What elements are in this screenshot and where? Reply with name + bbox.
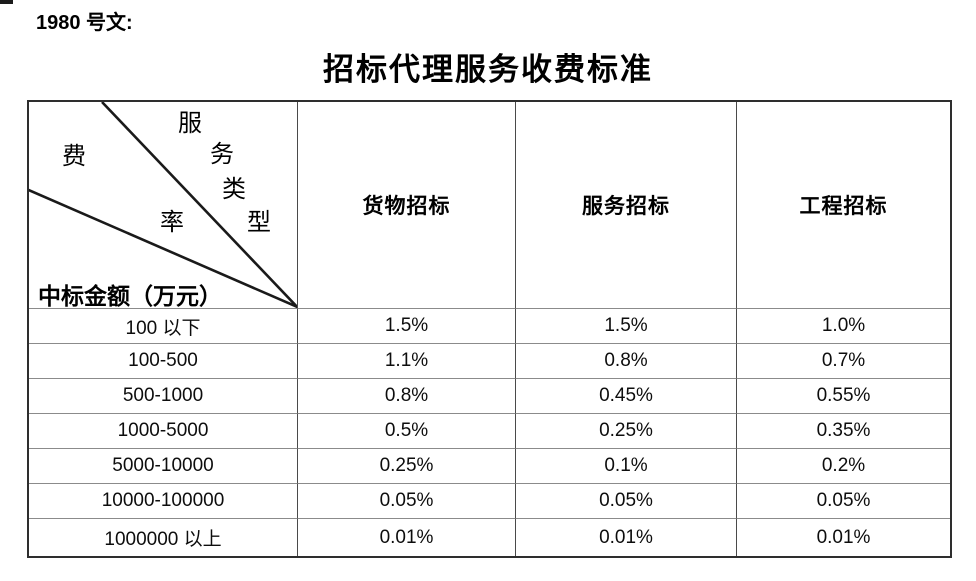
rate-cell-services: 1.5% — [515, 308, 736, 343]
doc-ref-label: 1980 号文: — [36, 12, 133, 34]
fee-rate-table: 服 务 类 型 费 率 中标金额（万元） 货物招标 服务招标 工程招标 100 … — [27, 100, 952, 558]
rate-cell-works: 0.05% — [736, 483, 950, 518]
amount-axis-label: 中标金额（万元） — [38, 284, 222, 308]
rate-cell-goods: 1.1% — [297, 343, 515, 378]
corner-service-type-char-3: 类 — [222, 177, 246, 203]
rate-cell-goods: 0.8% — [297, 378, 515, 413]
rate-cell-goods: 1.5% — [297, 308, 515, 343]
rate-cell-services: 0.25% — [515, 413, 736, 448]
amount-range-cell: 5000-10000 — [29, 448, 297, 483]
corner-rate-char: 率 — [160, 210, 184, 236]
page-title: 招标代理服务收费标准 — [323, 52, 653, 87]
diagonal-divider-lines — [29, 102, 297, 308]
corner-fee-char: 费 — [62, 144, 86, 170]
corner-service-type-char-4: 型 — [247, 210, 271, 236]
amount-range-cell: 100 以下 — [29, 308, 297, 343]
rate-cell-goods: 0.01% — [297, 518, 515, 556]
scan-artifact-mark — [0, 0, 13, 4]
rate-cell-goods: 0.5% — [297, 413, 515, 448]
rate-cell-works: 1.0% — [736, 308, 950, 343]
rate-cell-works: 0.35% — [736, 413, 950, 448]
amount-range-cell: 100-500 — [29, 343, 297, 378]
rate-cell-works: 0.7% — [736, 343, 950, 378]
rate-cell-works: 0.55% — [736, 378, 950, 413]
column-header-services: 服务招标 — [515, 102, 736, 308]
rate-cell-works: 0.2% — [736, 448, 950, 483]
rate-cell-goods: 0.25% — [297, 448, 515, 483]
rate-cell-goods: 0.05% — [297, 483, 515, 518]
rate-cell-services: 0.01% — [515, 518, 736, 556]
amount-range-cell: 500-1000 — [29, 378, 297, 413]
diagonal-header-cell: 服 务 类 型 费 率 中标金额（万元） — [29, 102, 297, 308]
rate-cell-services: 0.8% — [515, 343, 736, 378]
amount-range-cell: 10000-100000 — [29, 483, 297, 518]
rate-cell-services: 0.05% — [515, 483, 736, 518]
corner-service-type-char-1: 服 — [178, 111, 202, 137]
corner-service-type-char-2: 务 — [210, 142, 234, 168]
column-header-goods: 货物招标 — [297, 102, 515, 308]
rate-cell-services: 0.45% — [515, 378, 736, 413]
column-header-works: 工程招标 — [736, 102, 950, 308]
rate-cell-works: 0.01% — [736, 518, 950, 556]
amount-range-cell: 1000-5000 — [29, 413, 297, 448]
rate-cell-services: 0.1% — [515, 448, 736, 483]
amount-range-cell: 1000000 以上 — [29, 518, 297, 556]
